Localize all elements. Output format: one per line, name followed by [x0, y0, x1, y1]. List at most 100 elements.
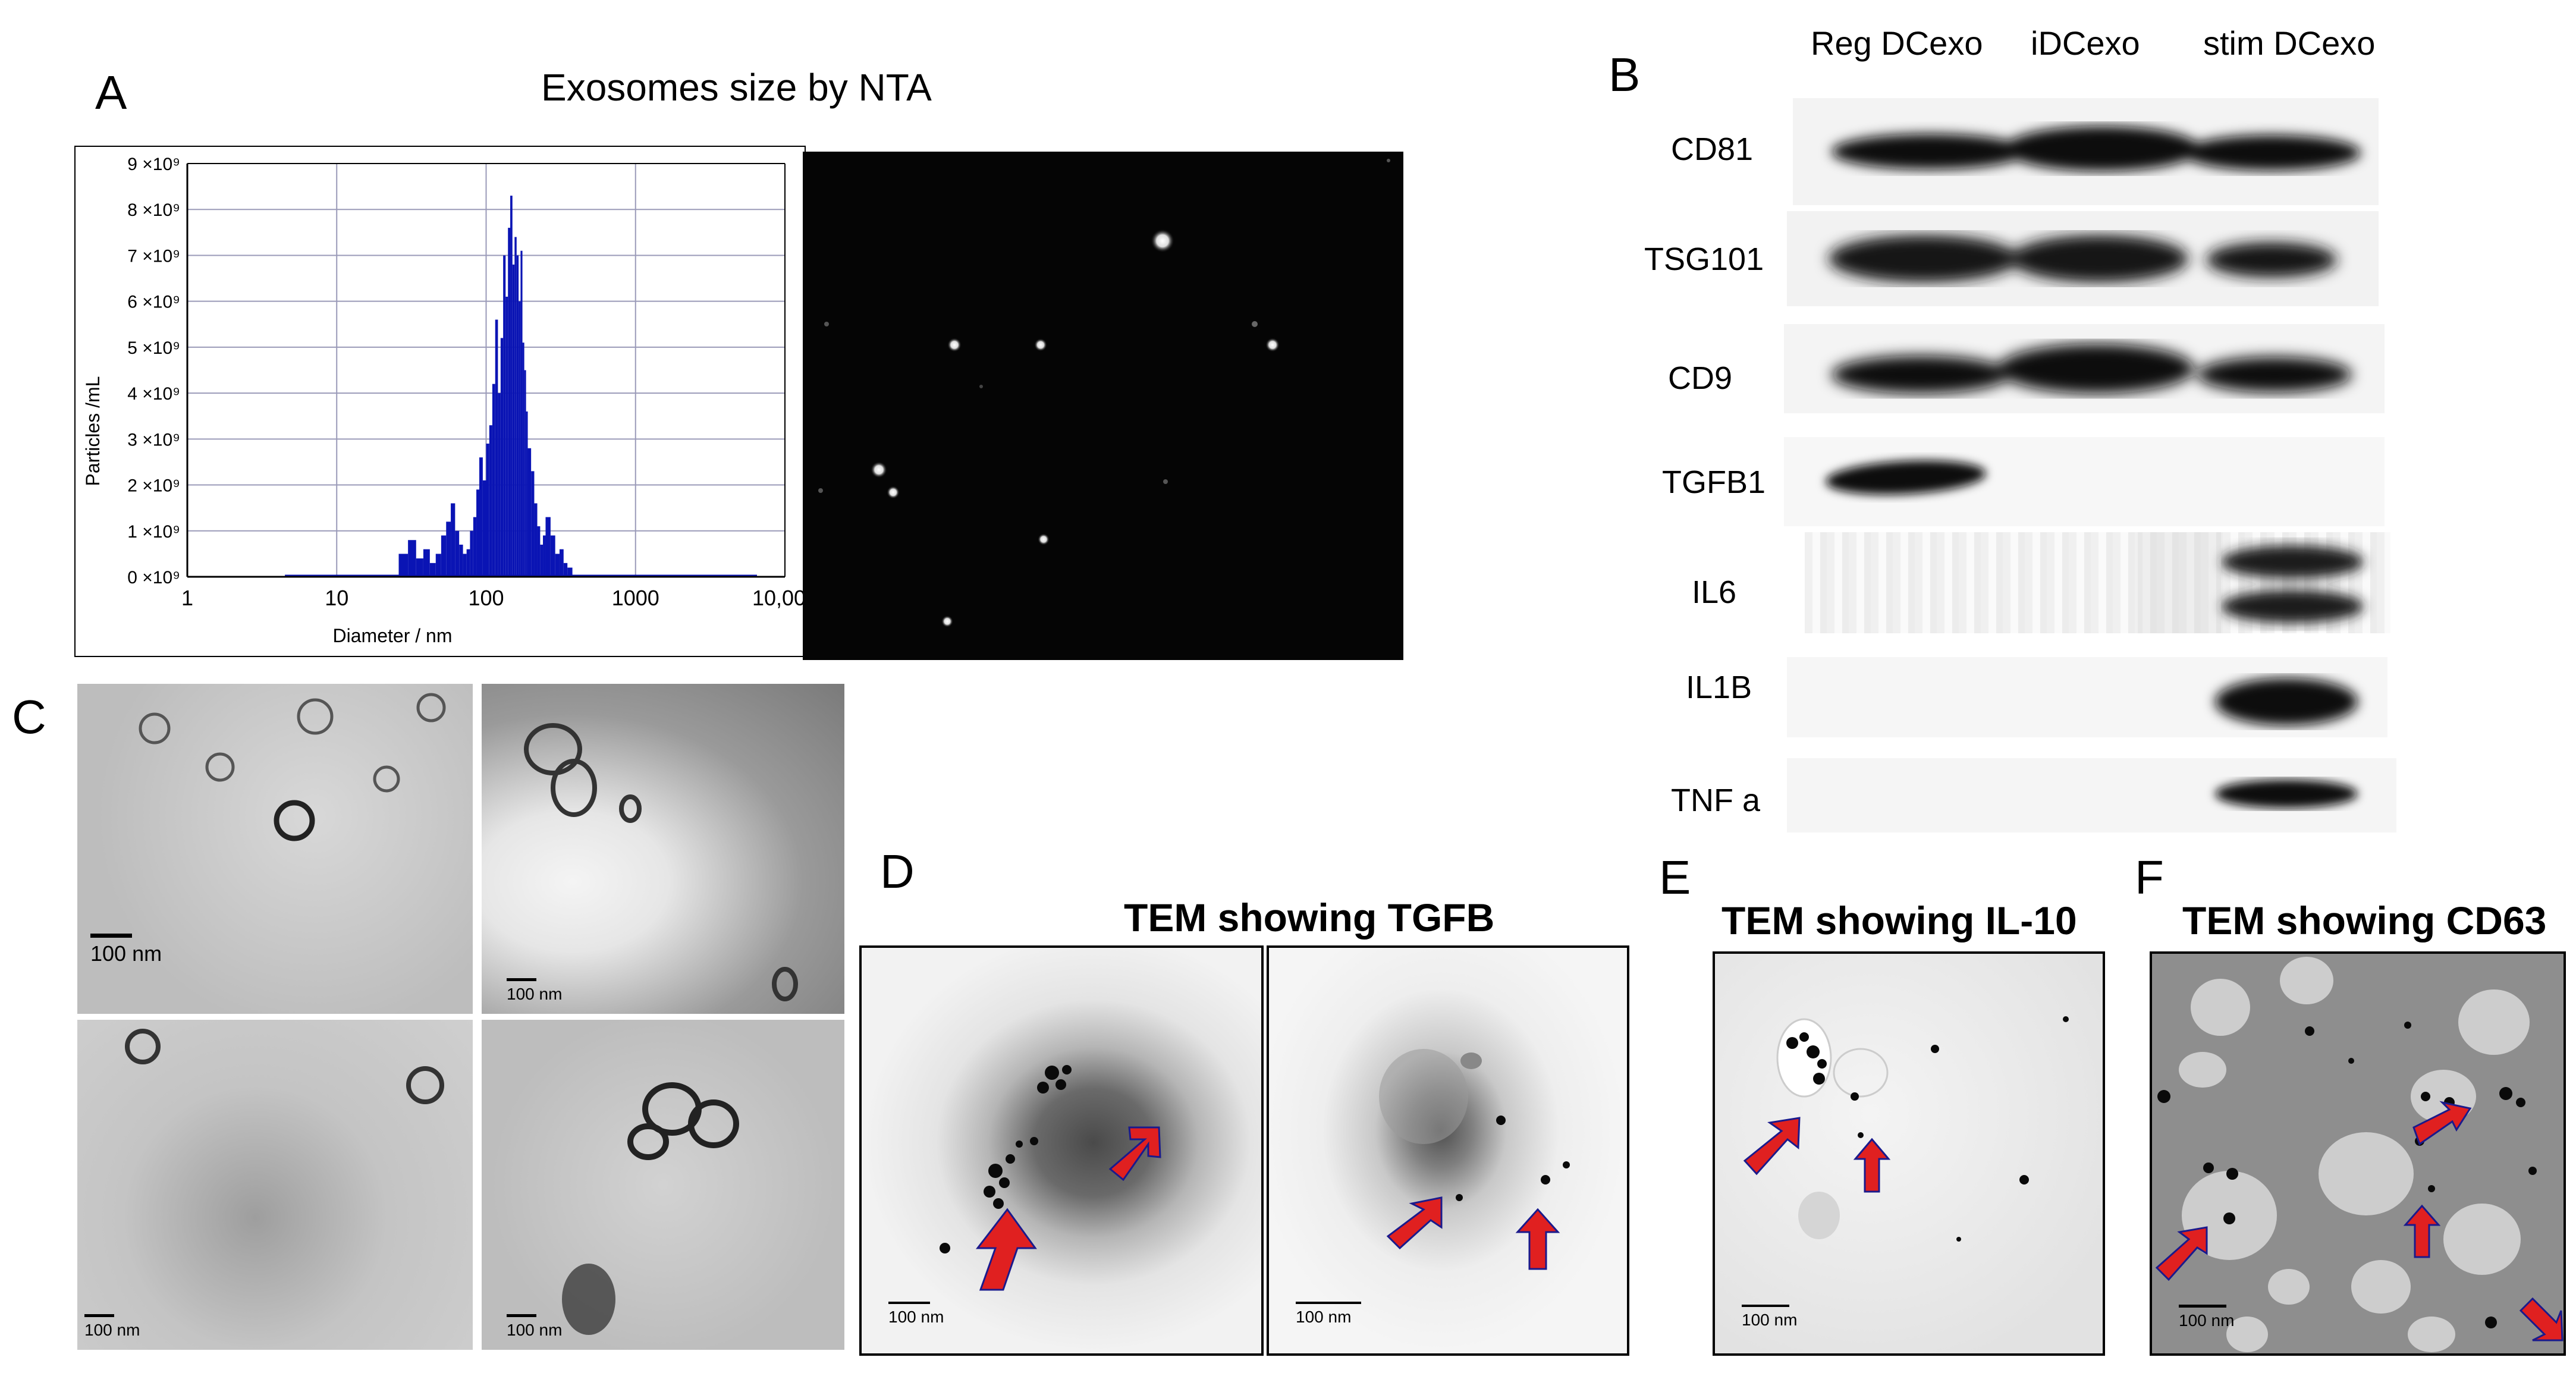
- histogram-bar: [489, 425, 492, 577]
- x-tick-label: 100: [468, 586, 504, 610]
- lane-label-idcexo: iDCexo: [2031, 24, 2140, 62]
- histogram-bar: [495, 319, 498, 577]
- histogram-bar: [398, 554, 409, 577]
- tem-image-c2: 100 nm: [482, 684, 844, 1014]
- chart-frame: [74, 146, 806, 657]
- histogram-bar: [514, 237, 517, 577]
- blot-strip-tnfa: [1787, 758, 2396, 832]
- marker-tsg101: TSG101: [1644, 241, 1764, 277]
- tem-image-c1: 100 nm: [77, 684, 473, 1014]
- histogram-bar: [492, 384, 495, 577]
- scale-bar-d2: 100 nm: [1296, 1302, 1361, 1327]
- marker-cd81: CD81: [1671, 131, 1754, 167]
- histogram-bar: [543, 535, 546, 577]
- x-tick-labels: 1 10 100 1000 10,000: [181, 586, 806, 610]
- histogram-bar: [416, 558, 423, 577]
- histogram-bar: [508, 228, 511, 577]
- scale-bar-c3: 100 nm: [84, 1314, 140, 1340]
- nta-histogram-chart: 1 10 100 1000 10,000 0 ×10⁹ 1 ×10⁹ 2 ×10⁹ 3 ×10…: [74, 146, 806, 657]
- y-tick-label: 1 ×10⁹: [127, 522, 180, 542]
- tem-image-c3: 100 nm: [77, 1020, 473, 1350]
- chart-axes: [186, 163, 786, 578]
- x-tick-label: 1: [181, 586, 193, 610]
- histogram-bar: [505, 296, 508, 577]
- y-tick-label: 3 ×10⁹: [127, 430, 180, 450]
- histogram-bar: [429, 563, 436, 577]
- histogram-bar: [550, 535, 555, 577]
- scale-bar-c1: 100 nm: [90, 934, 162, 966]
- histogram-bar: [455, 530, 460, 577]
- histogram-bar: [476, 489, 480, 577]
- histogram-bar: [524, 370, 526, 577]
- nta-video-frame: [803, 152, 1403, 660]
- marker-il1b: IL1B: [1686, 670, 1752, 705]
- histogram-bar: [466, 549, 470, 577]
- lane-label-stim-dcexo: stim DCexo: [2203, 24, 2376, 62]
- blot-strip-cd9: [1784, 324, 2385, 413]
- marker-cd9: CD9: [1668, 360, 1733, 396]
- scale-bar-f: 100 nm: [2179, 1305, 2234, 1330]
- marker-il6: IL6: [1692, 574, 1737, 610]
- chart-bars: [285, 196, 757, 577]
- histogram-bar: [435, 554, 441, 577]
- y-tick-label: 5 ×10⁹: [127, 338, 180, 358]
- panel-f-label: F: [2135, 851, 2164, 904]
- histogram-bar: [503, 255, 506, 577]
- histogram-bar: [451, 503, 455, 577]
- panel-d-title: TEM showing TGFB: [1124, 896, 1495, 940]
- histogram-bar: [512, 264, 515, 577]
- histogram-bar: [500, 338, 504, 577]
- histogram-bar: [482, 480, 486, 577]
- histogram-bar: [463, 554, 467, 577]
- y-tick-label: 0 ×10⁹: [127, 568, 180, 587]
- histogram-bar: [567, 567, 573, 577]
- histogram-bar: [470, 530, 473, 577]
- histogram-bar: [537, 526, 541, 577]
- scale-bar-c2: 100 nm: [507, 978, 562, 1004]
- histogram-bar: [423, 549, 430, 577]
- scale-bar-d1: 100 nm: [888, 1302, 944, 1327]
- tem-image-d1: 100 nm: [859, 945, 1264, 1356]
- histogram-bar: [563, 563, 568, 577]
- scale-bar-c4: 100 nm: [507, 1314, 562, 1340]
- x-tick-label: 10: [325, 586, 348, 610]
- panel-e-label: E: [1659, 851, 1691, 904]
- histogram-bar: [540, 544, 544, 577]
- y-tick-label: 8 ×10⁹: [127, 200, 180, 220]
- y-tick-label: 7 ×10⁹: [127, 246, 180, 266]
- histogram-bar: [531, 471, 535, 577]
- blot-strip-il1b: [1787, 657, 2387, 737]
- x-axis-label: Diameter / nm: [333, 625, 453, 646]
- blot-strip-cd81: [1793, 98, 2379, 205]
- tem-image-c4: 100 nm: [482, 1020, 844, 1350]
- scale-bar-e: 100 nm: [1742, 1305, 1797, 1330]
- panel-c-label: C: [12, 690, 46, 743]
- marker-tnfa: TNF a: [1671, 783, 1761, 818]
- panel-e-title: TEM showing IL-10: [1721, 898, 2077, 942]
- blot-strip-tgfb1: [1784, 437, 2385, 526]
- histogram-bar: [526, 411, 528, 577]
- histogram-bar: [516, 255, 519, 577]
- y-tick-label: 4 ×10⁹: [127, 384, 180, 404]
- marker-tgfb1: TGFB1: [1662, 464, 1766, 500]
- blot-strip-tsg101: [1787, 211, 2379, 306]
- x-tick-label: 10,000: [752, 586, 806, 610]
- histogram-bar: [473, 517, 477, 577]
- y-axis-label: Particles /mL: [82, 376, 103, 486]
- histogram-bar: [534, 503, 538, 577]
- blot-strip-il6: [1805, 532, 2390, 633]
- panel-a-title: Exosomes size by NTA: [541, 66, 932, 109]
- panel-a-label: A: [95, 66, 127, 119]
- y-tick-label: 2 ×10⁹: [127, 476, 180, 496]
- histogram-bar: [498, 393, 501, 577]
- y-tick-label: 6 ×10⁹: [127, 293, 180, 312]
- histogram-bar: [479, 457, 483, 577]
- tem-image-f: 100 nm: [2150, 951, 2566, 1356]
- tem-image-d2: 100 nm: [1267, 945, 1629, 1356]
- y-tick-labels: 0 ×10⁹ 1 ×10⁹ 2 ×10⁹ 3 ×10⁹ 4 ×10⁹ 5 ×10⁹ 6 ×1…: [127, 155, 180, 587]
- histogram-bar: [520, 250, 523, 577]
- histogram-bar: [408, 540, 416, 577]
- panel-d-label: D: [880, 845, 915, 898]
- histogram-bar: [519, 301, 521, 577]
- histogram-bar: [527, 448, 532, 577]
